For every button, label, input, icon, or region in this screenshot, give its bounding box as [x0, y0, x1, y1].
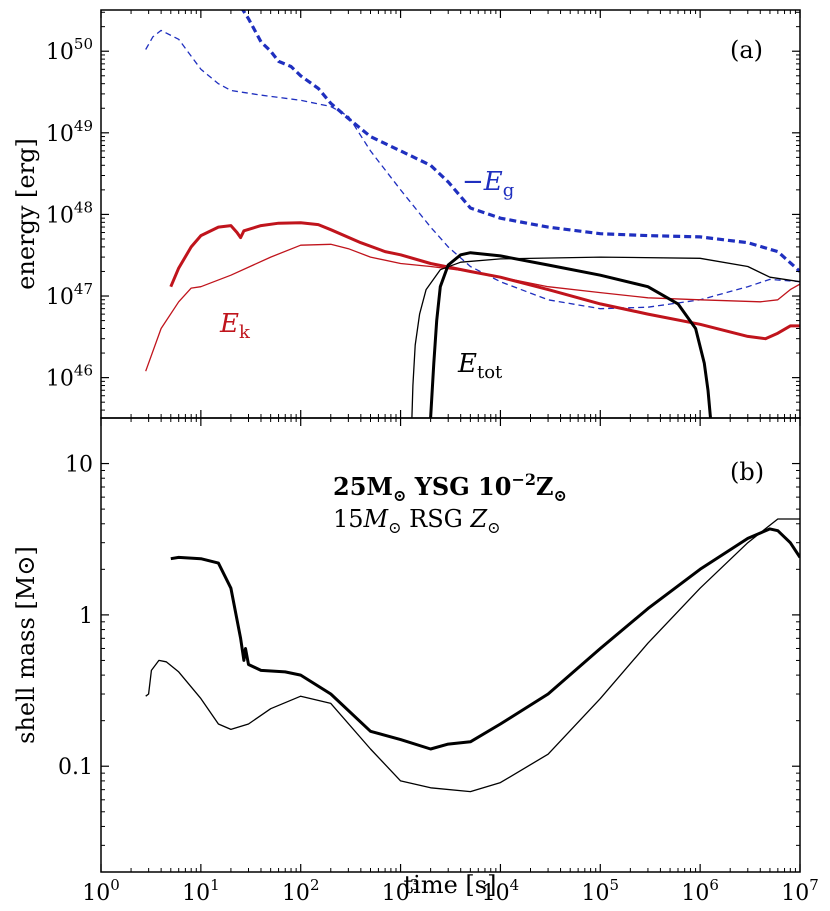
x-tick-label: 104 [482, 876, 520, 906]
energy-y-tick-label: 1050 [46, 35, 93, 65]
shell-mass-axis-label: shell mass [M⊙] [12, 546, 40, 744]
energy-series-line-5 [429, 251, 712, 418]
x-tick-label: 105 [582, 876, 620, 906]
energy-panel-frame [100, 9, 801, 419]
energy-lines [145, 10, 800, 418]
shell-mass-panel: 100 101 102 103 104 105 106 107 0.1 1 10 (b) shell… [12, 417, 819, 906]
legend-entry-15msun-rsg: 15M⊙ RSG Z⊙ [333, 505, 501, 537]
energy-axis-label: energy [erg] [12, 138, 40, 290]
energy-ticks: 1046 1047 1048 1049 1050 [46, 10, 801, 418]
energy-panel: 1046 1047 1048 1049 1050 (a) energy [erg] −E… [12, 9, 801, 419]
x-tick-label: 103 [382, 876, 420, 906]
ek-annotation: Ek [219, 309, 251, 343]
shell-mass-lines [145, 518, 800, 793]
energy-panel-label: (a) [730, 36, 763, 64]
energy-series-line-1 [240, 10, 800, 273]
x-tick-label: 102 [282, 876, 320, 906]
x-tick-label: 107 [781, 876, 819, 906]
eg-annotation: −Eg [462, 167, 514, 201]
energy-y-tick-label: 1047 [46, 280, 93, 310]
x-tick-label: 106 [681, 876, 719, 906]
energy-series-line-6 [411, 256, 800, 418]
x-tick-label: 100 [82, 876, 120, 906]
energy-y-tick-label: 1049 [46, 117, 93, 147]
shell-mass-panel-frame [100, 417, 801, 873]
shell-mass-series-line-2 [145, 518, 800, 793]
legend-entry-25msun-ysg: 25M⊙ YSG 10−2Z⊙ [333, 470, 567, 505]
x-tick-label: 101 [182, 876, 220, 906]
energy-series-line-2 [145, 29, 800, 310]
energy-y-tick-label: 1048 [46, 198, 93, 228]
time-axis-label: time [s] [404, 871, 497, 899]
etot-annotation: Etot [457, 349, 503, 383]
shell-mass-y-tick-label: 10 [65, 453, 93, 478]
energy-series-line-3 [169, 221, 800, 341]
energy-series-line-4 [145, 243, 800, 372]
shell-mass-y-tick-label: 1 [79, 604, 93, 629]
shell-mass-series-line-1 [170, 527, 800, 751]
shell-mass-panel-label: (b) [730, 458, 764, 486]
energy-y-tick-label: 1046 [46, 362, 93, 392]
shell-mass-y-tick-label: 0.1 [58, 755, 93, 780]
